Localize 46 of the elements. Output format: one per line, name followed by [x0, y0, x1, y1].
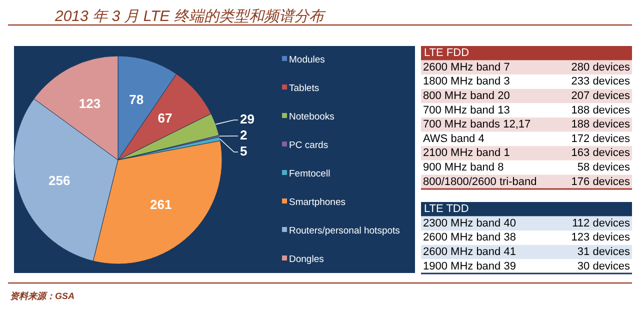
- text: 58 devices: [577, 161, 630, 174]
- text: 207 devices: [571, 90, 630, 102]
- data-label: 78: [129, 92, 144, 107]
- legend-label: Notebooks: [289, 112, 335, 123]
- data-label: 2: [240, 127, 248, 142]
- text: 112 devices: [572, 217, 630, 230]
- data-label: 261: [150, 196, 172, 212]
- text: 30 devices: [577, 260, 630, 272]
- text: 2100 MHz band 1: [423, 147, 510, 160]
- legend-label: Tablets: [289, 83, 320, 94]
- text: 900 MHz band 8: [423, 161, 504, 174]
- text: 1900 MHz band 39: [423, 260, 516, 272]
- text: 800/1800/2600 tri-band: [423, 176, 537, 188]
- text: 280 devices: [571, 61, 630, 74]
- legend-label: Femtocell: [289, 168, 330, 180]
- text: 31 devices: [577, 246, 630, 258]
- data-label: 67: [158, 110, 172, 126]
- text: 163 devices: [571, 147, 630, 160]
- data-label: 256: [48, 172, 70, 188]
- text: AWS band 4: [423, 132, 484, 145]
- text: 188 devices: [571, 118, 630, 131]
- data-label: 29: [240, 111, 254, 126]
- text: 2600 MHz band 38: [423, 232, 516, 244]
- text: LTE TDD: [424, 203, 469, 216]
- legend-label: PC cards: [289, 140, 328, 152]
- text: 700 MHz bands 12,17: [423, 118, 531, 131]
- text: 2600 MHz band 7: [423, 61, 510, 74]
- text: 233 devices: [571, 76, 630, 88]
- data-label: 123: [78, 96, 101, 111]
- legend-label: Dongles: [289, 254, 324, 266]
- legend-label: Modules: [289, 54, 326, 66]
- text: 700 MHz band 13: [423, 104, 510, 116]
- text: 2300 MHz band 40: [423, 217, 516, 230]
- text: 1800 MHz band 3: [423, 76, 510, 88]
- text: 800 MHz band 20: [423, 90, 510, 102]
- legend-label: Routers/personal hotspots: [289, 226, 400, 237]
- text: 172 devices: [571, 132, 630, 145]
- text: 176 devices: [571, 176, 630, 188]
- text: 123 devices: [571, 232, 630, 244]
- text: 2600 MHz band 41: [423, 246, 516, 258]
- text: 188 devices: [571, 104, 630, 116]
- chart-title: 2013 年 3 月 LTE 终端的类型和频谱分布: [54, 8, 326, 25]
- text: 资料来源：GSA: [10, 291, 75, 301]
- legend-label: Smartphones: [289, 197, 346, 208]
- text: LTE FDD: [424, 47, 470, 60]
- data-label: 5: [240, 143, 248, 158]
